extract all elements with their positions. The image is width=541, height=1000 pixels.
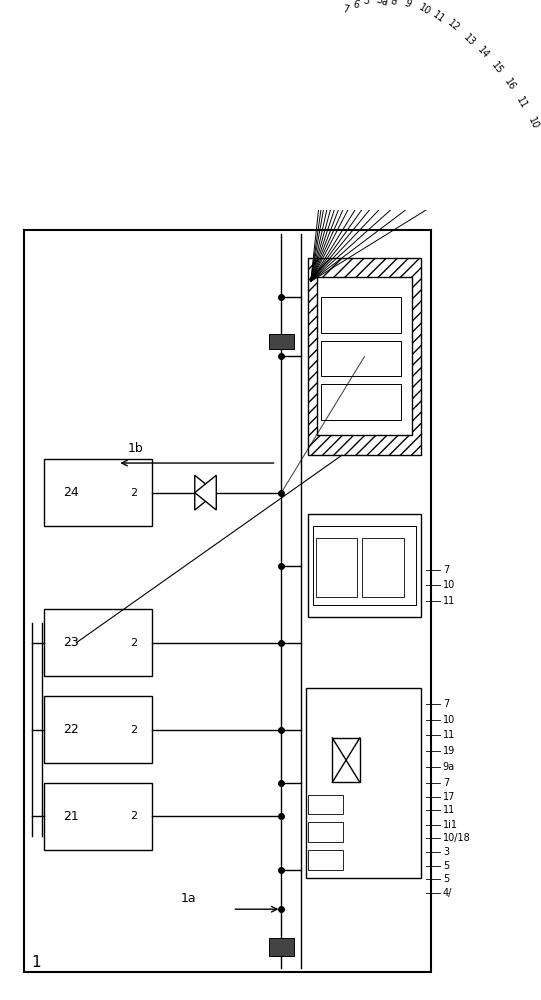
Bar <box>308 795 343 814</box>
Text: 2: 2 <box>130 725 137 735</box>
Text: 21: 21 <box>64 810 80 823</box>
Bar <box>44 696 151 763</box>
Text: 2: 2 <box>130 811 137 821</box>
Text: 9: 9 <box>403 0 413 10</box>
Text: 11: 11 <box>443 805 455 815</box>
Bar <box>332 738 360 782</box>
Text: 7: 7 <box>443 699 449 709</box>
Text: 5: 5 <box>443 861 449 871</box>
Bar <box>320 297 401 333</box>
Text: 9a: 9a <box>443 762 455 772</box>
Text: 10: 10 <box>443 715 455 725</box>
Text: 10: 10 <box>417 3 432 18</box>
Text: 5: 5 <box>443 874 449 884</box>
Text: 5: 5 <box>362 0 371 7</box>
Bar <box>308 822 343 842</box>
Text: 15: 15 <box>489 60 504 76</box>
Text: 1: 1 <box>32 955 42 970</box>
Text: 22: 22 <box>64 723 80 736</box>
Text: 24: 24 <box>64 486 80 499</box>
Text: 16: 16 <box>502 77 517 92</box>
Polygon shape <box>195 475 216 510</box>
Text: 13: 13 <box>462 32 478 48</box>
Text: 3a: 3a <box>375 0 390 8</box>
Text: 10: 10 <box>526 116 540 131</box>
Text: 23: 23 <box>64 636 80 649</box>
Text: 17: 17 <box>443 792 455 802</box>
Bar <box>308 514 421 617</box>
Text: 8: 8 <box>389 0 398 7</box>
Bar <box>269 938 294 956</box>
Bar <box>317 277 412 435</box>
Bar <box>320 341 401 376</box>
Bar <box>269 334 294 349</box>
Bar <box>44 609 151 676</box>
Text: 1i1: 1i1 <box>443 820 458 830</box>
Bar <box>320 384 401 420</box>
Bar <box>308 258 421 455</box>
Text: 7: 7 <box>443 778 449 788</box>
Text: 1b: 1b <box>127 442 143 455</box>
Text: 2: 2 <box>130 488 137 498</box>
Bar <box>44 783 151 850</box>
Text: 14: 14 <box>476 45 491 61</box>
Text: 11: 11 <box>514 95 529 111</box>
Bar <box>24 230 431 972</box>
Text: 2: 2 <box>130 638 137 648</box>
Text: 7: 7 <box>537 138 541 148</box>
Text: 12: 12 <box>445 17 461 33</box>
Text: 11: 11 <box>443 596 455 606</box>
Bar <box>362 538 404 597</box>
Bar <box>308 850 343 870</box>
Text: 19: 19 <box>443 746 455 756</box>
Text: 11: 11 <box>431 9 447 24</box>
Text: 1a: 1a <box>181 892 197 905</box>
Polygon shape <box>195 475 216 510</box>
Bar <box>44 459 151 526</box>
Text: 7: 7 <box>443 565 449 575</box>
Text: 6: 6 <box>352 0 360 11</box>
Text: 10/18: 10/18 <box>443 833 471 843</box>
Text: 11: 11 <box>443 730 455 740</box>
Bar <box>313 526 416 605</box>
Text: 4/: 4/ <box>443 888 452 898</box>
Text: 7: 7 <box>342 4 350 15</box>
Text: 3: 3 <box>443 847 449 857</box>
Bar <box>306 688 421 878</box>
Text: 10: 10 <box>443 580 455 590</box>
Bar <box>315 538 357 597</box>
